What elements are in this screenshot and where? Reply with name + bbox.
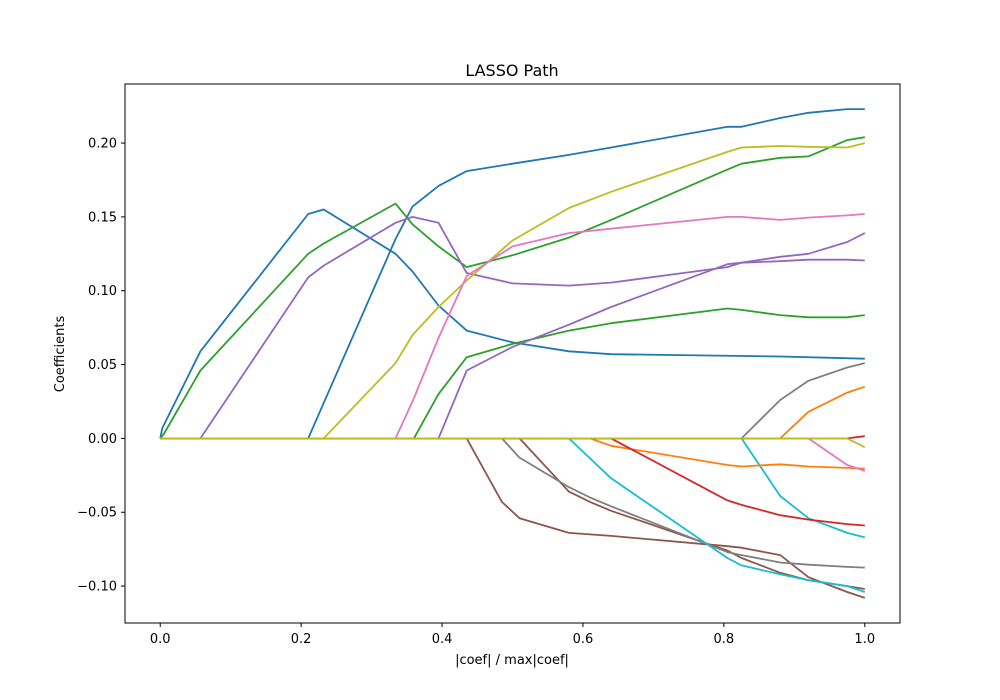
series-line-4 [160, 307, 865, 440]
plot-frame [124, 83, 901, 624]
x-tick-label: 0.4 [432, 632, 453, 647]
y-tick-label: 0.20 [88, 137, 117, 152]
series-line-13 [160, 437, 866, 593]
series-line-2 [160, 108, 865, 440]
x-tick-label: 0.6 [573, 632, 594, 647]
x-tick-label: 1.0 [854, 632, 875, 647]
y-tick-label: −0.05 [77, 506, 117, 521]
series-line-15 [160, 437, 865, 470]
series-line-6 [160, 232, 866, 440]
y-tick-label: 0.00 [88, 432, 117, 447]
x-axis-ticks: 0.0 0.2 0.4 0.6 0.8 1.0 [150, 623, 875, 647]
plot-area: 0.0 0.2 0.4 0.6 0.8 1.0 −0.10 −0.05 0.00 0.05 0.1… [77, 83, 901, 647]
series-layer [159, 108, 866, 599]
chart-title: LASSO Path [465, 61, 558, 80]
y-tick-label: 0.15 [88, 210, 117, 225]
series-line-11 [160, 437, 865, 569]
series-line-7 [160, 142, 866, 440]
x-tick-label: 0.0 [150, 632, 171, 647]
y-axis-ticks: −0.10 −0.05 0.00 0.05 0.10 0.15 0.20 [77, 137, 125, 595]
y-tick-label: −0.10 [77, 580, 117, 595]
y-axis-label: Coefficients [53, 316, 68, 393]
series-line-5 [160, 215, 865, 440]
series-line-20 [160, 437, 866, 449]
series-line-1 [159, 208, 865, 439]
x-axis-label: |coef| / max|coef| [455, 653, 569, 668]
y-tick-label: 0.05 [88, 358, 117, 373]
series-line-17 [160, 437, 865, 527]
x-tick-label: 0.2 [291, 632, 312, 647]
series-line-9 [160, 437, 866, 599]
x-tick-label: 0.8 [714, 632, 735, 647]
series-line-8 [160, 213, 865, 440]
y-tick-label: 0.10 [88, 284, 117, 299]
